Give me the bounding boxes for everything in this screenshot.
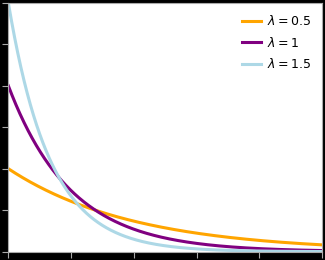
Line: $\lambda = 0.5$: $\lambda = 0.5$ [8, 169, 322, 245]
$\lambda = 1$ [145, 232, 149, 235]
Line: $\lambda = 1$: $\lambda = 1$ [8, 86, 322, 251]
$\lambda = 1$ [6, 84, 10, 87]
$\lambda = 0.5$ [320, 243, 324, 246]
$\lambda = 1.5$ [251, 249, 255, 252]
$\lambda = 0.5$ [145, 223, 149, 226]
$\lambda = 1$ [38, 151, 42, 154]
$\lambda = 1.5$ [257, 250, 261, 253]
Line: $\lambda = 1.5$: $\lambda = 1.5$ [8, 3, 322, 251]
$\lambda = 1$ [133, 228, 137, 231]
Legend: $\lambda = 0.5$, $\lambda = 1$, $\lambda = 1.5$: $\lambda = 0.5$, $\lambda = 1$, $\lambda… [237, 9, 316, 76]
$\lambda = 1$ [251, 247, 255, 250]
$\lambda = 0.5$ [251, 238, 255, 242]
$\lambda = 1.5$ [38, 134, 42, 138]
$\lambda = 1.5$ [133, 238, 137, 241]
$\lambda = 1$ [222, 245, 226, 248]
$\lambda = 0.5$ [222, 235, 226, 238]
$\lambda = 1$ [320, 249, 324, 252]
$\lambda = 0.5$ [6, 167, 10, 170]
$\lambda = 1.5$ [222, 249, 226, 252]
$\lambda = 0.5$ [257, 239, 261, 242]
$\lambda = 1.5$ [320, 250, 324, 253]
$\lambda = 0.5$ [133, 220, 137, 223]
$\lambda = 1.5$ [6, 1, 10, 4]
$\lambda = 1$ [257, 247, 261, 250]
$\lambda = 0.5$ [38, 186, 42, 189]
$\lambda = 1.5$ [145, 241, 149, 244]
